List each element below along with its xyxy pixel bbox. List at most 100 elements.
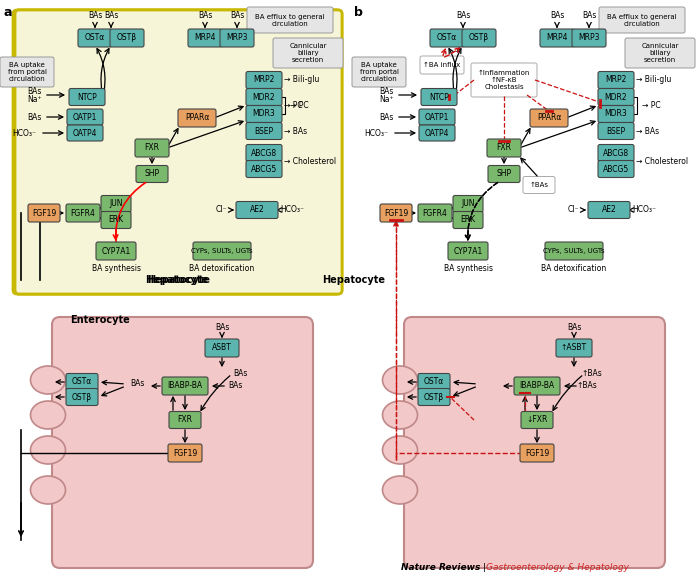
Text: ABCG5: ABCG5: [603, 164, 629, 174]
Text: OATP1: OATP1: [73, 112, 97, 122]
Text: OSTα: OSTα: [424, 378, 444, 387]
Ellipse shape: [382, 401, 417, 429]
Text: MRP3: MRP3: [578, 34, 600, 42]
Text: SHP: SHP: [144, 170, 160, 178]
Text: Cannicular
biliary
secretion: Cannicular biliary secretion: [289, 43, 327, 63]
Text: MDR3: MDR3: [605, 109, 627, 119]
Ellipse shape: [31, 401, 66, 429]
Text: OATP4: OATP4: [425, 129, 449, 137]
Text: ↑BAs: ↑BAs: [582, 369, 603, 379]
Text: MDR3: MDR3: [253, 109, 275, 119]
FancyBboxPatch shape: [540, 29, 574, 47]
Text: BAs: BAs: [130, 379, 144, 389]
Text: OATP4: OATP4: [73, 129, 97, 137]
FancyBboxPatch shape: [572, 29, 606, 47]
FancyBboxPatch shape: [625, 38, 695, 68]
Text: BAs: BAs: [198, 12, 212, 20]
Text: BAs: BAs: [228, 382, 242, 390]
FancyBboxPatch shape: [598, 123, 634, 140]
FancyBboxPatch shape: [556, 339, 592, 357]
Text: Cl⁻: Cl⁻: [568, 206, 579, 214]
FancyBboxPatch shape: [188, 29, 222, 47]
FancyBboxPatch shape: [599, 7, 685, 33]
Text: → Bili-glu: → Bili-glu: [284, 75, 319, 85]
Text: CYPs, SULTs, UGTs: CYPs, SULTs, UGTs: [191, 248, 253, 254]
FancyBboxPatch shape: [530, 109, 568, 127]
Text: ASBT: ASBT: [212, 343, 232, 353]
FancyBboxPatch shape: [523, 177, 555, 193]
FancyBboxPatch shape: [168, 444, 202, 462]
Text: IBABP-BA: IBABP-BA: [519, 382, 554, 390]
Text: ↑BA influx: ↑BA influx: [424, 62, 461, 68]
Text: → BAs: → BAs: [636, 126, 659, 135]
FancyBboxPatch shape: [110, 29, 144, 47]
FancyBboxPatch shape: [220, 29, 254, 47]
FancyBboxPatch shape: [246, 89, 282, 105]
Text: BAs: BAs: [88, 12, 102, 20]
Text: CYP7A1: CYP7A1: [102, 247, 131, 255]
Text: BA uptake
from portal
circulation: BA uptake from portal circulation: [360, 62, 398, 82]
Text: BAs: BAs: [27, 87, 42, 97]
Text: BA efflux to general
circulation: BA efflux to general circulation: [607, 13, 677, 27]
Text: BA detoxification: BA detoxification: [541, 264, 607, 273]
Text: ABCG8: ABCG8: [251, 148, 277, 157]
Text: Enterocyte: Enterocyte: [70, 315, 130, 325]
Text: MDR2: MDR2: [605, 93, 627, 101]
FancyBboxPatch shape: [96, 242, 136, 260]
Text: FGF19: FGF19: [384, 208, 408, 218]
FancyBboxPatch shape: [588, 201, 630, 218]
Text: ERK: ERK: [461, 215, 475, 225]
FancyBboxPatch shape: [453, 196, 483, 212]
FancyBboxPatch shape: [419, 125, 455, 141]
FancyBboxPatch shape: [136, 166, 168, 182]
Text: FGF19: FGF19: [32, 208, 56, 218]
FancyBboxPatch shape: [205, 339, 239, 357]
Text: → PC: → PC: [642, 101, 661, 109]
Text: ABCG5: ABCG5: [251, 164, 277, 174]
FancyBboxPatch shape: [521, 412, 553, 428]
Text: b: b: [354, 6, 363, 19]
FancyBboxPatch shape: [488, 166, 520, 182]
FancyBboxPatch shape: [246, 160, 282, 178]
Text: Cl⁻: Cl⁻: [216, 206, 227, 214]
Text: → PC: → PC: [290, 101, 309, 109]
FancyBboxPatch shape: [247, 7, 333, 33]
FancyBboxPatch shape: [418, 389, 450, 405]
Text: ERK: ERK: [108, 215, 124, 225]
FancyBboxPatch shape: [545, 242, 603, 260]
Text: FGFR4: FGFR4: [423, 208, 447, 218]
Text: a: a: [4, 6, 13, 19]
FancyBboxPatch shape: [448, 242, 488, 260]
Text: BAs: BAs: [215, 324, 229, 332]
Text: ↑BAs: ↑BAs: [577, 382, 597, 390]
Text: Gastroenterology & Hepatology: Gastroenterology & Hepatology: [486, 563, 629, 572]
Text: → Bili-glu: → Bili-glu: [636, 75, 671, 85]
Text: FXR: FXR: [178, 416, 193, 424]
Text: BA synthesis: BA synthesis: [92, 264, 141, 273]
Text: FGF19: FGF19: [173, 449, 197, 457]
FancyBboxPatch shape: [0, 57, 54, 87]
Ellipse shape: [31, 476, 66, 504]
FancyBboxPatch shape: [178, 109, 216, 127]
Text: OSTβ: OSTβ: [424, 393, 444, 401]
FancyBboxPatch shape: [598, 105, 634, 123]
FancyBboxPatch shape: [28, 204, 60, 222]
Text: MDR2: MDR2: [253, 93, 275, 101]
Text: BAs: BAs: [230, 12, 244, 20]
Text: BA synthesis: BA synthesis: [444, 264, 493, 273]
FancyBboxPatch shape: [598, 71, 634, 89]
Text: Hepatocyte: Hepatocyte: [145, 275, 208, 285]
Text: Hepatocyte: Hepatocyte: [322, 275, 385, 285]
Text: ↑Inflammation
↑NF-κB
Cholestasis: ↑Inflammation ↑NF-κB Cholestasis: [478, 70, 530, 90]
FancyBboxPatch shape: [135, 139, 169, 157]
FancyBboxPatch shape: [246, 145, 282, 162]
FancyBboxPatch shape: [514, 377, 560, 395]
FancyBboxPatch shape: [169, 412, 201, 428]
Text: BA detoxification: BA detoxification: [190, 264, 255, 273]
Text: FGF19: FGF19: [525, 449, 549, 457]
FancyBboxPatch shape: [380, 204, 412, 222]
Text: ↑ASBT: ↑ASBT: [561, 343, 587, 353]
Ellipse shape: [382, 366, 417, 394]
Text: Na⁺: Na⁺: [379, 96, 394, 104]
FancyBboxPatch shape: [15, 10, 342, 294]
